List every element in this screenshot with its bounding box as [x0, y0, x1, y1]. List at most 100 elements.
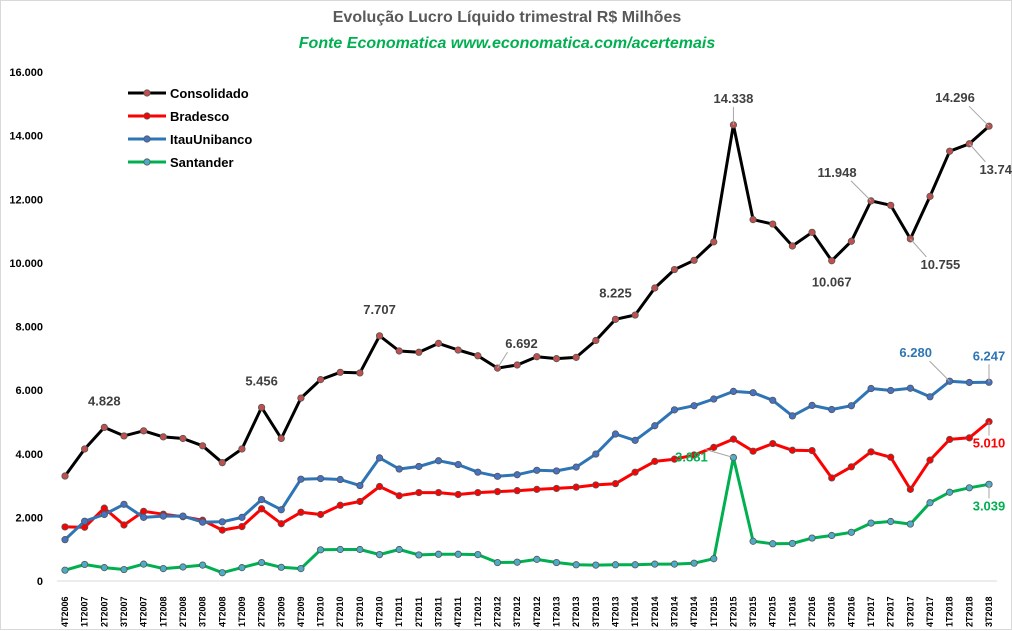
- data-point: [277, 434, 285, 443]
- data-point: [61, 523, 69, 531]
- data-point: [356, 369, 364, 377]
- legend-marker: [143, 112, 151, 120]
- data-point: [316, 510, 325, 519]
- data-point: [906, 485, 914, 493]
- data-point: [847, 528, 855, 536]
- legend-label: Santander: [170, 155, 234, 170]
- annotation-label: 10.755: [920, 257, 960, 272]
- x-tick-label: 3T2014: [669, 596, 679, 627]
- data-point: [808, 534, 816, 542]
- x-tick-label: 2T2016: [807, 596, 817, 627]
- data-point: [513, 471, 521, 479]
- x-tick-label: 2T2008: [178, 596, 188, 627]
- x-tick-label: 2T2007: [99, 596, 109, 627]
- data-point: [769, 439, 777, 448]
- x-tick-label: 1T2015: [709, 596, 719, 627]
- data-point: [316, 376, 325, 384]
- data-point: [81, 445, 89, 453]
- data-point: [257, 558, 266, 567]
- data-point: [375, 550, 384, 559]
- legend: Consolidado Bradesco ItauUnibanco Santander: [128, 86, 252, 170]
- data-point: [670, 560, 679, 568]
- legend-label: ItauUnibanco: [170, 132, 252, 147]
- data-point: [690, 256, 698, 264]
- data-point: [61, 472, 69, 480]
- data-point: [493, 558, 502, 567]
- x-tick-label: 3T2015: [748, 596, 758, 627]
- x-tick-label: 1T2008: [158, 596, 168, 627]
- y-tick-label: 6.000: [15, 385, 43, 397]
- annotation-leader: [850, 180, 872, 202]
- data-point: [513, 487, 521, 495]
- data-point: [631, 311, 639, 319]
- data-point: [513, 558, 521, 566]
- chart-subtitle: Fonte Economatica www.economatica.com/ac…: [298, 35, 716, 52]
- data-point: [199, 442, 207, 450]
- data-point: [277, 520, 285, 528]
- data-point: [415, 348, 423, 356]
- y-tick-label: 10.000: [9, 258, 43, 270]
- data-point: [336, 501, 344, 509]
- x-tick-label: 1T2014: [630, 596, 640, 627]
- data-point: [297, 508, 305, 516]
- x-tick-label: 4T2013: [610, 596, 620, 627]
- data-point: [356, 481, 364, 490]
- data-point: [631, 468, 639, 476]
- data-point: [218, 459, 226, 467]
- x-tick-label: 2T2012: [493, 596, 503, 627]
- x-tick-label: 1T2009: [237, 596, 247, 627]
- data-point: [100, 423, 108, 432]
- data-point: [238, 513, 246, 521]
- annotation-leader: [929, 360, 951, 382]
- data-point: [336, 475, 344, 484]
- annotation-leader: [968, 143, 986, 163]
- x-tick-label: 2T2018: [964, 596, 974, 627]
- annotation-label: 5.456: [245, 373, 278, 388]
- x-tick-label: 2T2017: [886, 596, 896, 627]
- x-tick-label: 4T2010: [375, 596, 385, 627]
- x-tick-label: 4T2009: [296, 596, 306, 627]
- data-point: [356, 497, 364, 506]
- data-point: [906, 384, 914, 392]
- series-santander: [61, 453, 993, 577]
- data-point: [788, 446, 797, 454]
- data-point: [120, 432, 128, 440]
- data-point: [887, 517, 895, 526]
- data-point: [670, 455, 679, 463]
- data-point: [749, 389, 757, 397]
- data-point: [140, 513, 148, 521]
- data-point: [788, 412, 797, 420]
- annotation-leader: [909, 238, 927, 258]
- legend-marker: [143, 135, 151, 143]
- x-tick-label: 4T2011: [453, 597, 463, 627]
- series-consolidado: [61, 121, 993, 480]
- x-tick-label: 1T2010: [316, 596, 326, 627]
- annotation-label: 5.010: [973, 436, 1006, 451]
- x-tick-label: 1T2007: [80, 596, 90, 627]
- data-point: [592, 481, 600, 489]
- data-point: [81, 517, 89, 525]
- annotation-label: 6.247: [973, 348, 1006, 363]
- data-point: [906, 520, 914, 528]
- x-tick-label: 2T2009: [257, 596, 267, 627]
- data-point: [552, 484, 561, 493]
- data-point: [847, 402, 855, 410]
- data-point: [926, 499, 934, 507]
- data-point: [140, 507, 148, 515]
- data-point: [926, 393, 934, 401]
- x-tick-label: 2T2010: [335, 596, 345, 627]
- data-point: [297, 475, 305, 483]
- data-point: [474, 352, 482, 360]
- data-point: [926, 456, 934, 464]
- legend-marker: [143, 89, 151, 97]
- x-tick-label: 3T2017: [905, 596, 915, 627]
- data-point: [81, 560, 89, 569]
- x-tick-label: 1T2018: [945, 596, 955, 627]
- data-point: [120, 565, 128, 574]
- x-tick-label: 1T2017: [866, 596, 876, 627]
- annotation-label: 14.338: [714, 91, 754, 106]
- data-point: [946, 488, 954, 496]
- data-point: [434, 457, 443, 465]
- data-point: [100, 504, 108, 512]
